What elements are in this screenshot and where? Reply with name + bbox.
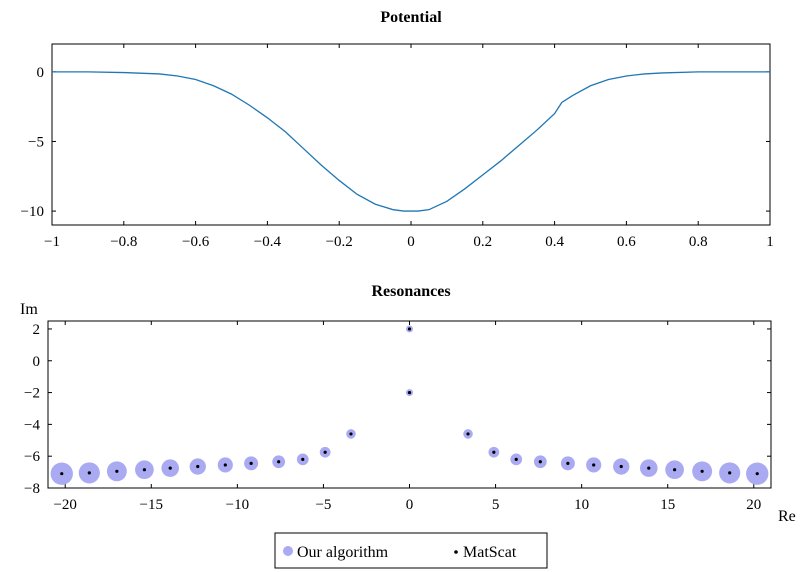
potential-x-tick-label: 0.6 (617, 234, 636, 250)
matscat-point (492, 450, 496, 454)
resonances-y-axis-label: Im (20, 301, 38, 318)
matscat-point (323, 450, 327, 454)
our-algorithm-points (50, 325, 769, 485)
resonances-y-ticks: 2 0 −2 −4 −6 −8 (24, 322, 771, 497)
potential-x-tick-label: 1 (766, 234, 774, 250)
potential-x-tick-label: 0.8 (689, 234, 708, 250)
resonances-plot-frame (47, 320, 772, 489)
matscat-point (566, 461, 570, 465)
resonances-y-tick-label: −6 (24, 449, 40, 465)
matscat-point (514, 457, 518, 461)
resonances-x-tick-label: −15 (140, 497, 163, 513)
potential-y-tick-label: −5 (28, 134, 44, 150)
potential-title: Potential (380, 9, 442, 26)
potential-x-tick-label: 0.4 (545, 234, 564, 250)
matscat-point (349, 432, 353, 436)
legend-swatch-matscat (454, 550, 458, 554)
matscat-point (87, 471, 91, 475)
potential-x-tick-label: −0.8 (110, 234, 137, 250)
matscat-point (115, 469, 119, 473)
resonances-x-tick-label: 15 (660, 497, 675, 513)
resonances-x-tick-label: 0 (406, 497, 414, 513)
resonances-y-tick-label: −8 (24, 481, 40, 497)
resonances-x-tick-label: −20 (53, 497, 76, 513)
potential-x-tick-label: −0.2 (326, 234, 353, 250)
matscat-point (249, 461, 253, 465)
matscat-point (277, 460, 281, 464)
legend-label-our-algorithm: Our algorithm (297, 544, 389, 561)
matscat-point (673, 468, 677, 472)
resonances-y-tick-label: −2 (24, 386, 40, 402)
resonances-title: Resonances (371, 283, 450, 300)
resonances-x-axis-label: Re (778, 508, 796, 525)
potential-y-tick-label: 0 (37, 65, 45, 81)
resonances-x-tick-label: 5 (492, 497, 500, 513)
matscat-point (755, 472, 759, 476)
resonances-x-tick-label: −5 (315, 497, 331, 513)
matscat-point (407, 390, 412, 395)
resonances-y-tick-label: 2 (33, 322, 41, 338)
potential-x-tick-label: −1 (44, 234, 60, 250)
resonances-x-tick-label: −10 (226, 497, 249, 513)
potential-x-tick-label: 0 (407, 234, 415, 250)
resonances-x-tick-label: 10 (574, 497, 589, 513)
potential-x-ticks: −1 −0.8 −0.6 −0.4 −0.2 0 0.2 0.4 0.6 0.8 1 (44, 44, 774, 250)
potential-x-tick-label: 0.2 (473, 234, 492, 250)
matscat-point (196, 464, 200, 469)
resonances-x-ticks: −20 −15 −10 −5 0 5 10 15 20 (53, 321, 761, 513)
legend: Our algorithm MatScat (274, 532, 548, 569)
resonances-y-tick-label: −4 (24, 417, 40, 433)
matscat-point (700, 469, 704, 473)
matscat-point (60, 472, 64, 476)
resonances-x-tick-label: 20 (746, 497, 761, 513)
matscat-point (223, 463, 227, 467)
matscat-point (619, 464, 623, 469)
potential-y-ticks: 0 −5 −10 (21, 65, 770, 220)
resonances-y-tick-label: 0 (33, 354, 41, 370)
potential-y-tick-label: −10 (21, 204, 44, 220)
potential-plot-frame (51, 43, 771, 226)
matscat-point (647, 466, 651, 470)
legend-swatch-our-algorithm (283, 546, 293, 556)
matscat-point (142, 468, 146, 472)
potential-x-tick-label: −0.6 (182, 234, 210, 250)
matscat-point (407, 327, 412, 331)
resonances-chart: Resonances Im Re −20 −15 −10 −5 0 5 10 15 20 20−… (20, 283, 796, 569)
potential-series-line (52, 71, 770, 212)
potential-x-tick-label: −0.4 (254, 234, 282, 250)
matscat-point (466, 432, 470, 436)
legend-label-matscat: MatScat (463, 544, 517, 561)
potential-chart: Potential −1 −0.8 −0.6 −0.4 −0.2 0 0.2 0.4 0.6 0.… (21, 9, 774, 250)
matscat-point (728, 471, 732, 475)
legend-box (274, 532, 548, 569)
matscat-point (538, 460, 542, 464)
matscat-point (168, 466, 172, 470)
matscat-point (301, 457, 305, 461)
matscat-points (60, 327, 759, 476)
matscat-point (592, 463, 596, 467)
